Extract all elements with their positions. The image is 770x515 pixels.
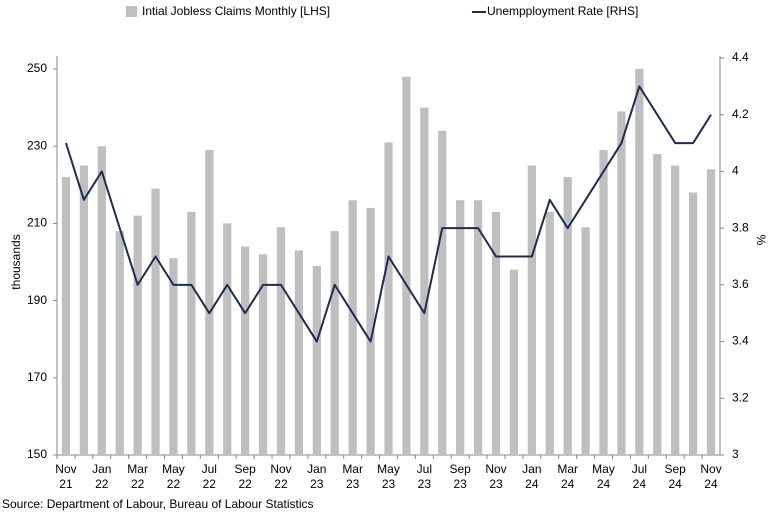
bar — [509, 269, 519, 455]
y-tick-label: 170 — [27, 370, 47, 384]
bar — [133, 215, 142, 455]
bar — [671, 165, 680, 455]
bar — [438, 130, 447, 455]
bar — [384, 142, 393, 455]
y2-axis-label: % — [754, 235, 768, 246]
bar — [97, 146, 106, 455]
y2-tick-label: 4.2 — [732, 107, 749, 121]
y2-tick-label: 3 — [732, 447, 739, 461]
x-tick-label: Mar 23 — [342, 462, 363, 491]
bar — [61, 177, 71, 455]
bar — [258, 254, 268, 455]
bar — [545, 211, 554, 455]
y2-tick-label: 3.8 — [732, 220, 749, 234]
bar — [276, 227, 286, 455]
bar — [581, 227, 590, 455]
bar — [563, 177, 572, 455]
x-tick-label: Jan 24 — [522, 462, 542, 491]
bar — [420, 107, 429, 455]
bar — [187, 211, 196, 455]
x-tick-label: May 23 — [377, 462, 400, 491]
bar — [294, 250, 304, 455]
y-tick-label: 210 — [27, 216, 47, 230]
y-tick-label: 250 — [27, 61, 47, 75]
bar — [348, 200, 357, 455]
bar — [527, 165, 536, 455]
x-tick-label: Sep 23 — [449, 462, 471, 491]
line — [65, 85, 712, 343]
bar — [312, 265, 321, 455]
y-tick-label: 190 — [27, 293, 47, 307]
bar — [169, 258, 178, 455]
bar — [79, 165, 88, 455]
bar — [635, 69, 644, 455]
x-tick-label: Jul 24 — [631, 462, 648, 491]
bar — [599, 150, 608, 455]
x-tick-label: Mar 24 — [557, 462, 579, 491]
y2-tick-label: 3.6 — [732, 277, 749, 291]
y-axis-label: thousands — [9, 234, 23, 289]
bar — [617, 111, 626, 456]
y2-tick-label: 3.4 — [732, 334, 749, 348]
x-tick-label: Jan 22 — [92, 462, 112, 491]
y2-tick-label: 3.2 — [732, 390, 749, 404]
bar — [366, 207, 375, 455]
bar — [241, 246, 250, 455]
x-tick-label: May 24 — [592, 462, 615, 491]
bar — [689, 192, 698, 455]
x-tick-label: Mar 22 — [127, 462, 148, 491]
x-tick-label: Nov 24 — [700, 462, 722, 491]
bar — [205, 150, 214, 455]
x-tick-label: Nov 23 — [485, 462, 507, 491]
legend-swatch — [126, 6, 137, 17]
bar — [330, 231, 339, 455]
bar — [402, 76, 411, 455]
source-note: Source: Department of Labour, Bureau of … — [2, 497, 314, 511]
bar — [115, 231, 124, 455]
x-tick-label: May 22 — [162, 462, 185, 491]
bar — [456, 200, 465, 455]
x-tick-label: Nov 21 — [55, 462, 77, 491]
bar — [653, 153, 662, 456]
x-tick-label: Sep 24 — [664, 462, 686, 491]
y-tick-label: 150 — [27, 447, 47, 461]
y-tick-label: 230 — [27, 138, 47, 152]
x-tick-label: Jul 22 — [201, 462, 217, 491]
bar — [706, 169, 716, 456]
y2-tick-label: 4.4 — [732, 50, 749, 64]
bar — [151, 188, 160, 455]
bar — [473, 200, 483, 455]
bar — [223, 223, 232, 455]
legend-label: Unempployment Rate [RHS] — [487, 4, 638, 18]
y2-tick-label: 4 — [732, 164, 739, 178]
legend-label: Intial Jobless Claims Monthly [LHS] — [142, 4, 330, 18]
bar — [491, 211, 501, 455]
x-tick-label: Jul 23 — [416, 462, 432, 491]
x-tick-label: Jan 23 — [307, 462, 327, 491]
x-tick-label: Nov 22 — [270, 462, 292, 491]
x-tick-label: Sep 22 — [234, 462, 256, 491]
